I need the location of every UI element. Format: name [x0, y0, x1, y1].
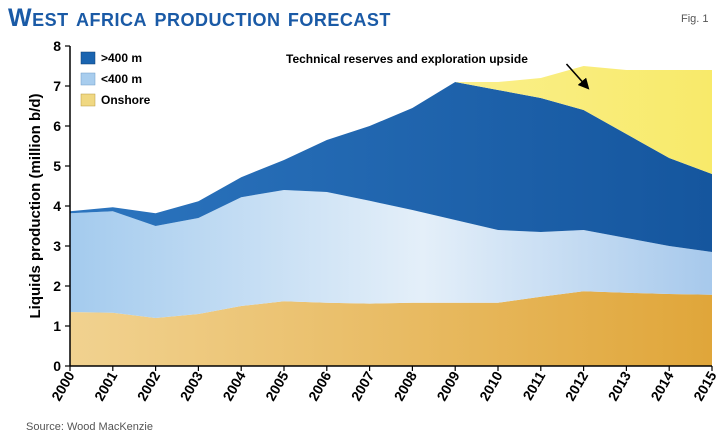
y-tick-label-5: 5: [53, 158, 61, 174]
x-tick-label-2007: 2007: [348, 368, 378, 403]
x-tick-label-2008: 2008: [391, 368, 421, 403]
figure-label: Fig. 1: [681, 13, 709, 25]
legend-label-under-400m: <400 m: [101, 72, 142, 86]
legend-swatch-under-400m: [80, 72, 96, 86]
legend: >400 m <400 m Onshore: [80, 51, 151, 107]
area-under-400m: [70, 190, 712, 318]
x-tick-label-2003: 2003: [177, 368, 207, 403]
x-tick-label-2002: 2002: [134, 368, 164, 403]
area-over-400m: [70, 82, 712, 252]
area-onshore: [70, 291, 712, 366]
x-tick-label-2006: 2006: [305, 368, 335, 403]
area-technical-reserves-upside: [70, 66, 712, 214]
x-tick-label-2004: 2004: [219, 368, 249, 403]
y-tick-label-6: 6: [53, 118, 61, 134]
y-tick-label-3: 3: [53, 238, 61, 254]
annotation-technical-reserves: Technical reserves and exploration upsid…: [286, 52, 528, 66]
x-tick-label-2014: 2014: [647, 368, 677, 403]
x-tick-label-2005: 2005: [262, 368, 292, 403]
x-tick-label-2012: 2012: [562, 368, 592, 403]
x-axis-ticks: 2000 2001 2002 2003 2004 2005 2006 2007 2008 2009…: [48, 366, 720, 403]
legend-label-over-400m: >400 m: [101, 51, 142, 65]
y-axis-ticks: 0 1 2 3 4 5 6 7 8: [53, 38, 70, 374]
y-axis-title: Liquids production (million b/d): [27, 94, 44, 319]
x-tick-label-2001: 2001: [91, 368, 121, 403]
chart-title: West africa production forecast: [8, 4, 391, 32]
y-tick-label-1: 1: [53, 318, 61, 334]
x-tick-label-2013: 2013: [605, 368, 635, 403]
y-tick-label-4: 4: [53, 198, 61, 214]
x-tick-label-2010: 2010: [476, 368, 506, 403]
source-note: Source: Wood MacKenzie: [26, 421, 153, 433]
legend-swatch-over-400m: [80, 51, 96, 65]
series-areas: [70, 66, 712, 366]
x-tick-label-2015: 2015: [690, 368, 720, 403]
y-tick-label-0: 0: [53, 358, 61, 374]
y-tick-label-8: 8: [53, 38, 61, 54]
annotation-arrow: [565, 63, 590, 90]
x-tick-label-2011: 2011: [519, 368, 548, 402]
x-tick-label-2009: 2009: [433, 368, 463, 403]
y-tick-label-2: 2: [53, 278, 61, 294]
legend-swatch-onshore: [80, 93, 96, 107]
legend-label-onshore: Onshore: [101, 93, 151, 107]
y-tick-label-7: 7: [53, 78, 61, 94]
